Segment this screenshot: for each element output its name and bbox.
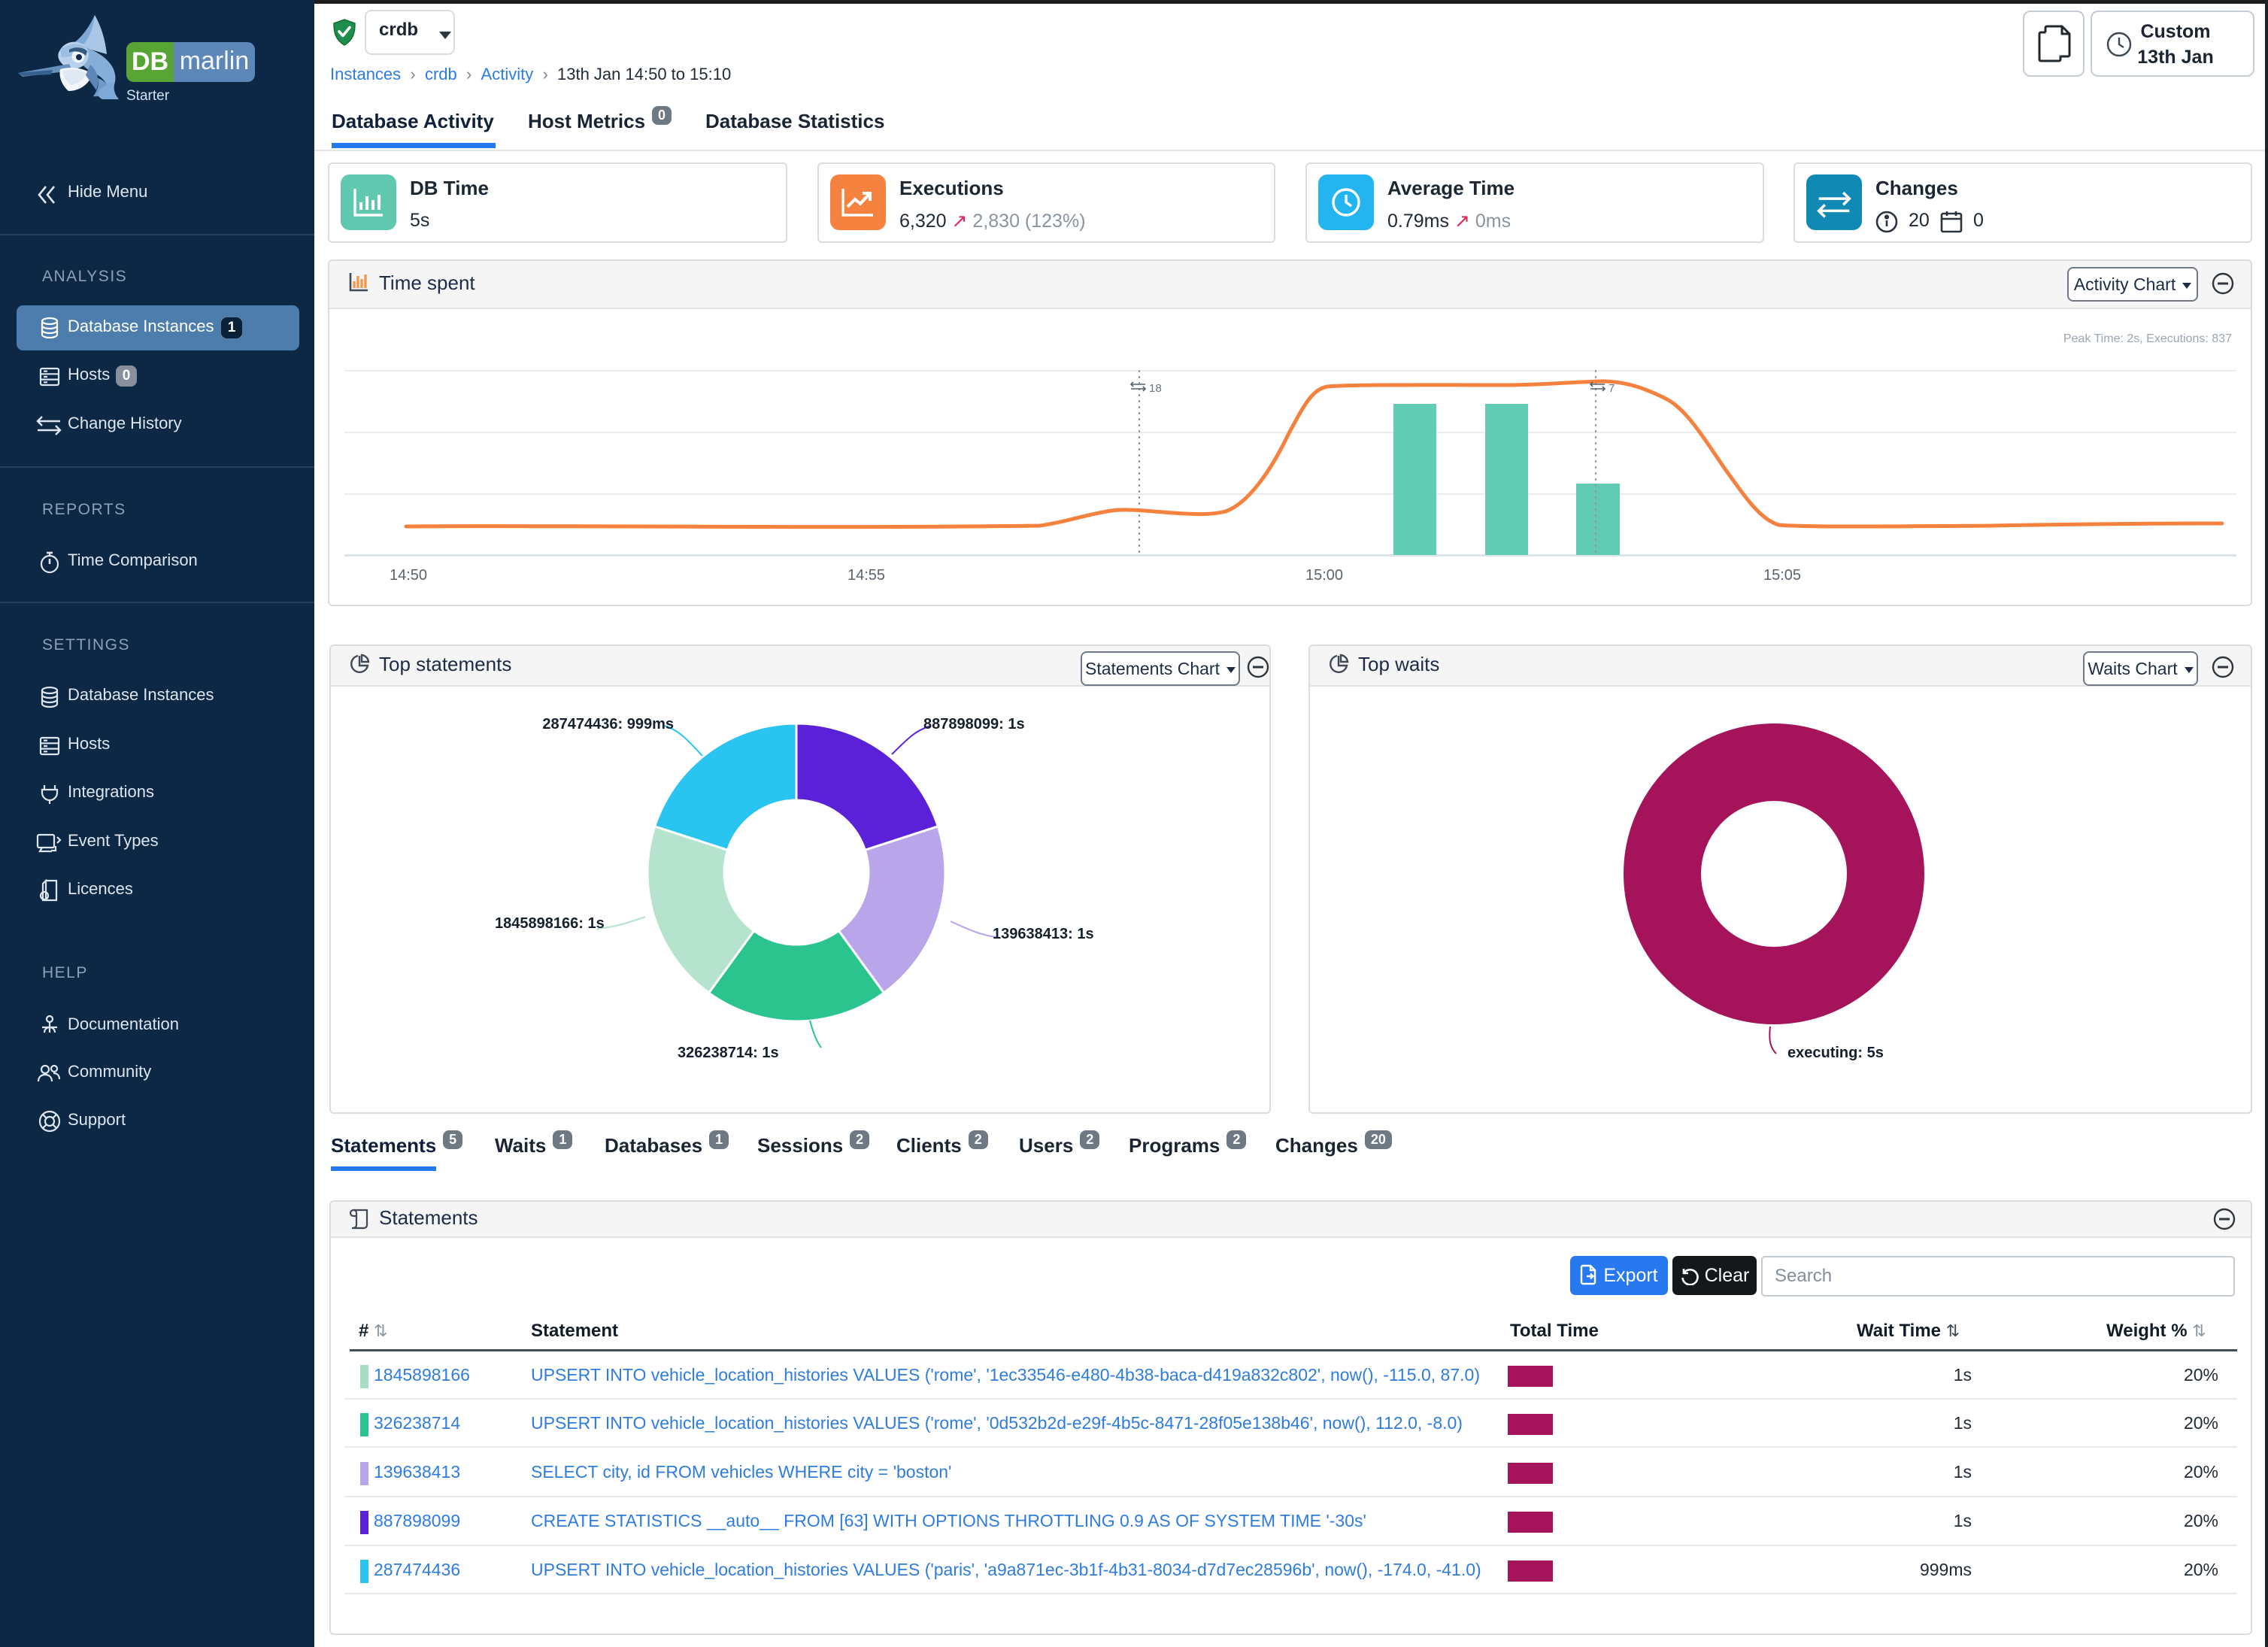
svg-text:7: 7: [1609, 382, 1615, 395]
svg-text:18: 18: [1149, 382, 1162, 395]
